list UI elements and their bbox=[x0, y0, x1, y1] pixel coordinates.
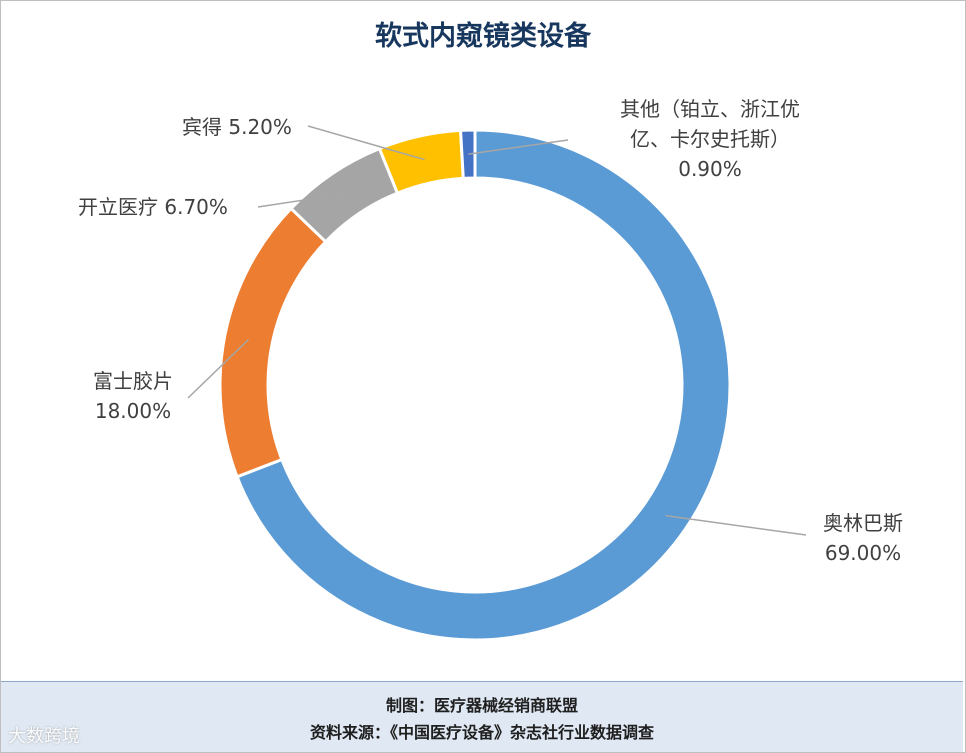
leader-line-fuji bbox=[187, 338, 250, 399]
label-other: 其他（铂立、浙江优 亿、卡尔史托斯） 0.90% bbox=[585, 94, 835, 184]
chart-title: 软式内窥镜类设备 bbox=[375, 21, 591, 52]
footer-panel: 制图：医疗器械经销商联盟 资料来源：《中国医疗设备》杂志社行业数据调查 bbox=[1, 681, 963, 752]
leader-line-sonoscape bbox=[257, 192, 346, 208]
label-olympus-pct: 69.00% bbox=[824, 541, 902, 565]
label-sonoscape: 开立医疗 6.70% bbox=[78, 195, 228, 219]
leader-line-other bbox=[468, 139, 569, 155]
donut-slice-other bbox=[458, 128, 477, 180]
donut-slice-fuji bbox=[218, 206, 328, 479]
label-other-line1: 其他（铂立、浙江优 bbox=[620, 97, 800, 121]
label-olympus-name: 奥林巴斯 bbox=[823, 511, 903, 535]
leader-line-pentax bbox=[307, 125, 425, 161]
label-other-line2: 亿、卡尔史托斯） bbox=[630, 127, 790, 151]
label-fuji-pct: 18.00% bbox=[94, 399, 172, 423]
label-fuji: 富士胶片 18.00% bbox=[78, 366, 188, 426]
footer-source: 资料来源：《中国医疗设备》杂志社行业数据调查 bbox=[309, 723, 654, 742]
donut-chart bbox=[187, 125, 807, 642]
label-olympus: 奥林巴斯 69.00% bbox=[808, 508, 918, 568]
donut-slice-olympus bbox=[235, 128, 732, 642]
label-pentax: 宾得 5.20% bbox=[182, 115, 292, 139]
donut-slice-pentax bbox=[377, 128, 465, 196]
label-fuji-name: 富士胶片 bbox=[93, 369, 173, 393]
label-other-pct: 0.90% bbox=[678, 157, 742, 181]
footer-maker: 制图：医疗器械经销商联盟 bbox=[385, 696, 578, 715]
leader-line-olympus bbox=[665, 514, 807, 536]
watermark: 大数跨境 bbox=[8, 726, 80, 747]
